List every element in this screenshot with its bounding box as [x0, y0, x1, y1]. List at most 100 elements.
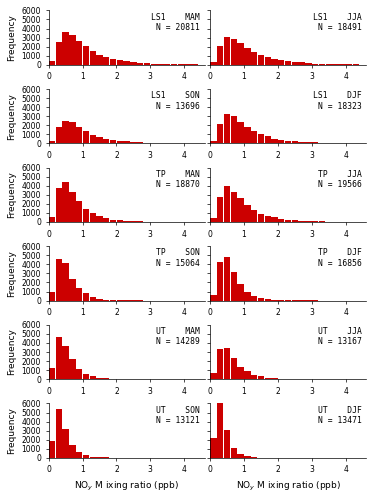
Bar: [278, 219, 285, 222]
Text: TP    DJF
N = 16856: TP DJF N = 16856: [317, 248, 361, 268]
Bar: [76, 127, 82, 144]
Bar: [144, 63, 150, 64]
X-axis label: NO$_y$ M ixing ratio (ppb): NO$_y$ M ixing ratio (ppb): [74, 480, 179, 493]
Bar: [292, 141, 298, 144]
Bar: [56, 128, 62, 144]
Bar: [278, 60, 285, 64]
Bar: [251, 374, 257, 379]
Bar: [76, 200, 82, 222]
Bar: [264, 58, 271, 64]
Text: TP    JJA
N = 19566: TP JJA N = 19566: [317, 170, 361, 189]
Bar: [83, 294, 89, 300]
Bar: [285, 140, 291, 143]
Bar: [326, 142, 332, 144]
Bar: [123, 220, 130, 222]
Bar: [110, 220, 116, 222]
Bar: [231, 116, 237, 143]
Bar: [278, 378, 285, 379]
Bar: [312, 142, 319, 144]
Bar: [90, 213, 96, 222]
Bar: [264, 216, 271, 222]
Bar: [96, 378, 103, 379]
Bar: [151, 142, 157, 144]
Bar: [292, 62, 298, 64]
Bar: [224, 430, 230, 458]
Bar: [123, 62, 130, 64]
Bar: [49, 368, 55, 379]
Bar: [238, 43, 244, 64]
Bar: [251, 130, 257, 143]
Text: UT    MAM
N = 14289: UT MAM N = 14289: [156, 327, 200, 346]
Bar: [130, 221, 137, 222]
Bar: [217, 262, 223, 300]
Bar: [264, 378, 271, 379]
Bar: [117, 220, 123, 222]
Bar: [76, 368, 82, 379]
Bar: [244, 292, 251, 300]
Bar: [217, 46, 223, 64]
Bar: [90, 135, 96, 143]
Bar: [56, 408, 62, 458]
X-axis label: NO$_y$ M ixing ratio (ppb): NO$_y$ M ixing ratio (ppb): [236, 480, 341, 493]
Bar: [217, 400, 223, 458]
Bar: [130, 142, 137, 144]
Bar: [69, 444, 76, 458]
Bar: [217, 349, 223, 379]
Bar: [210, 62, 217, 64]
Bar: [90, 456, 96, 458]
Bar: [103, 378, 109, 379]
Bar: [251, 52, 257, 64]
Bar: [244, 48, 251, 64]
Text: LS1    DJF
N = 18323: LS1 DJF N = 18323: [313, 91, 361, 110]
Bar: [210, 438, 217, 458]
Bar: [264, 136, 271, 143]
Bar: [244, 456, 251, 458]
Bar: [90, 297, 96, 300]
Bar: [56, 258, 62, 300]
Bar: [96, 55, 103, 64]
Text: UT    DJF
N = 13471: UT DJF N = 13471: [317, 406, 361, 425]
Bar: [224, 257, 230, 300]
Bar: [62, 429, 69, 458]
Bar: [238, 454, 244, 458]
Y-axis label: Frequency: Frequency: [7, 93, 16, 140]
Bar: [69, 122, 76, 144]
Y-axis label: Frequency: Frequency: [7, 250, 16, 297]
Bar: [258, 55, 264, 64]
Bar: [231, 39, 237, 64]
Bar: [258, 134, 264, 143]
Bar: [103, 218, 109, 222]
Bar: [62, 346, 69, 379]
Bar: [96, 457, 103, 458]
Bar: [62, 32, 69, 64]
Bar: [210, 295, 217, 300]
Bar: [258, 298, 264, 300]
Bar: [217, 198, 223, 222]
Bar: [117, 60, 123, 64]
Bar: [264, 299, 271, 300]
Bar: [110, 59, 116, 64]
Bar: [69, 192, 76, 222]
Bar: [103, 57, 109, 64]
Bar: [258, 214, 264, 222]
Text: LS1    MAM
N = 20811: LS1 MAM N = 20811: [151, 12, 200, 32]
Text: UT    SON
N = 13121: UT SON N = 13121: [156, 406, 200, 425]
Y-axis label: Frequency: Frequency: [7, 14, 16, 61]
Bar: [96, 136, 103, 143]
Bar: [96, 216, 103, 222]
Text: LS1    JJA
N = 18491: LS1 JJA N = 18491: [313, 12, 361, 32]
Bar: [278, 140, 285, 143]
Text: LS1    SON
N = 13696: LS1 SON N = 13696: [151, 91, 200, 110]
Bar: [238, 284, 244, 300]
Text: TP    SON
N = 15064: TP SON N = 15064: [156, 248, 200, 268]
Bar: [49, 216, 55, 222]
Bar: [210, 218, 217, 222]
Bar: [83, 46, 89, 64]
Bar: [224, 38, 230, 64]
Bar: [231, 272, 237, 300]
Bar: [238, 367, 244, 379]
Bar: [83, 208, 89, 222]
Bar: [56, 42, 62, 64]
Bar: [83, 374, 89, 379]
Bar: [137, 142, 143, 144]
